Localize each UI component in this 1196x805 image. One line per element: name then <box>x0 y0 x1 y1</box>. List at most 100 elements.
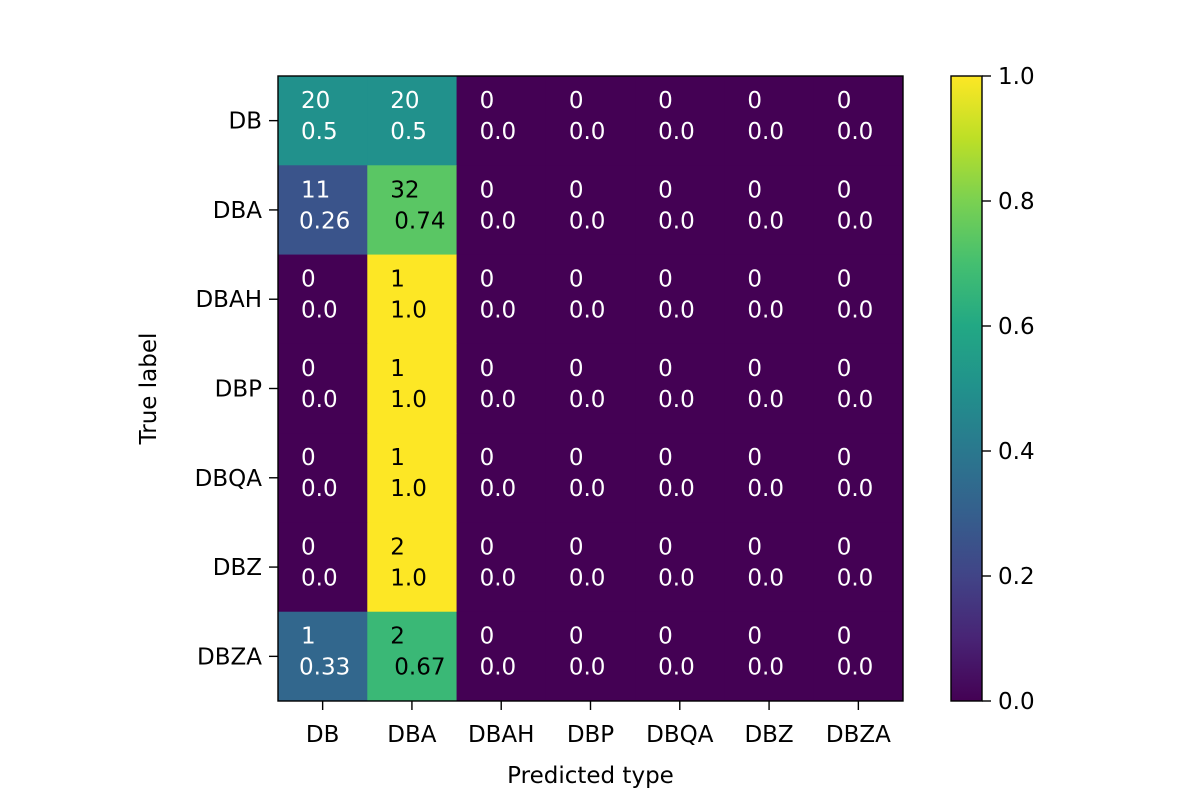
cell-count-DBZ-DBZ: 0 <box>747 534 762 560</box>
heatmap-cell-DBZ-DBQA <box>635 522 725 613</box>
cell-count-DBAH-DBP: 0 <box>569 267 584 293</box>
cell-count-DB-DBQA: 0 <box>658 88 673 114</box>
y-tick-label-DBAH: DBAH <box>195 287 262 313</box>
cell-count-DBZA-DBAH: 0 <box>480 624 495 650</box>
cell-ratio-DBA-DBQA: 0.0 <box>658 208 695 234</box>
cell-ratio-DBQA-DBP: 0.0 <box>569 476 606 502</box>
cell-count-DBQA-DBA: 1 <box>390 445 405 471</box>
cell-count-DBP-DBQA: 0 <box>658 356 673 382</box>
colorbar-tick-label-0.6: 0.6 <box>998 314 1035 340</box>
cell-ratio-DBZ-DB: 0.0 <box>301 565 338 591</box>
heatmap-cell-DBZ-DBAH <box>456 522 547 613</box>
cell-count-DBP-DBA: 1 <box>390 356 405 382</box>
y-tick-label-DBA: DBA <box>213 198 262 224</box>
y-tick-label-DBQA: DBQA <box>195 466 263 492</box>
cell-count-DBAH-DBAH: 0 <box>480 267 495 293</box>
cell-ratio-DBZ-DBAH: 0.0 <box>480 565 517 591</box>
cell-count-DBZ-DBAH: 0 <box>480 534 495 560</box>
y-tick-label-DBZA: DBZA <box>197 644 262 670</box>
cell-count-DBP-DB: 0 <box>301 356 316 382</box>
heatmap-cell-DBAH-DBA <box>367 254 458 345</box>
cell-ratio-DBAH-DBZ: 0.0 <box>747 298 784 324</box>
cell-ratio-DBAH-DBA: 1.0 <box>390 298 427 324</box>
cell-ratio-DBAH-DB: 0.0 <box>301 298 338 324</box>
heatmap-cell-DBQA-DBA <box>367 433 458 523</box>
heatmap-cell-DB-DBZA <box>813 76 904 166</box>
heatmap-cell-DBA-DBZA <box>813 165 904 256</box>
heatmap-cell-DBAH-DB <box>278 254 368 345</box>
cell-ratio-DBA-DBAH: 0.0 <box>480 208 517 234</box>
cell-count-DBQA-DBP: 0 <box>569 445 584 471</box>
cell-ratio-DBZA-DB: 0.33 <box>299 655 350 681</box>
heatmap-cell-DBA-DBA <box>367 165 458 256</box>
heatmap-cell-DBZA-DB <box>278 611 368 702</box>
cell-ratio-DB-DBZA: 0.0 <box>837 119 874 145</box>
colorbar-tick-label-0.0: 0.0 <box>998 689 1035 715</box>
heatmap-cell-DBQA-DBAH <box>456 433 547 523</box>
cell-ratio-DBAH-DBAH: 0.0 <box>480 298 517 324</box>
cell-ratio-DBQA-DBZ: 0.0 <box>747 476 784 502</box>
heatmap-cell-DBZA-DBQA <box>635 611 725 702</box>
cell-ratio-DBZA-DBZA: 0.0 <box>837 655 874 681</box>
colorbar-tick-label-1.0: 1.0 <box>998 64 1035 90</box>
cell-ratio-DBA-DBP: 0.0 <box>569 208 606 234</box>
x-tick-label-DBZA: DBZA <box>826 722 891 748</box>
cell-ratio-DBQA-DBZA: 0.0 <box>837 476 874 502</box>
heatmap-cell-DBZA-DBZA <box>813 611 904 702</box>
heatmap-cell-DBP-DBZ <box>724 343 815 434</box>
cell-count-DB-DBZA: 0 <box>837 88 852 114</box>
cell-count-DBQA-DB: 0 <box>301 445 316 471</box>
cell-ratio-DB-DBP: 0.0 <box>569 119 606 145</box>
cell-ratio-DBP-DB: 0.0 <box>301 387 338 413</box>
cell-ratio-DB-DBA: 0.5 <box>390 119 427 145</box>
heatmap-cell-DBQA-DBZ <box>724 433 815 523</box>
heatmap-cells <box>278 76 904 702</box>
heatmap-cell-DBAH-DBZ <box>724 254 815 345</box>
heatmap-cell-DBZA-DBA <box>367 611 458 702</box>
cell-count-DBP-DBZA: 0 <box>837 356 852 382</box>
cell-count-DB-DBZ: 0 <box>747 88 762 114</box>
cell-ratio-DBZA-DBZ: 0.0 <box>747 655 784 681</box>
heatmap-cell-DBQA-DBP <box>545 433 636 523</box>
heatmap-cell-DBZ-DBA <box>367 522 458 613</box>
cell-ratio-DBQA-DBA: 1.0 <box>390 476 427 502</box>
colorbar-gradient <box>951 76 982 701</box>
colorbar-tick-label-0.2: 0.2 <box>998 564 1035 590</box>
heatmap-cell-DBZ-DBZA <box>813 522 904 613</box>
x-tick-label-DBQA: DBQA <box>646 722 714 748</box>
heatmap-cell-DB-DBAH <box>456 76 547 166</box>
cell-ratio-DBP-DBP: 0.0 <box>569 387 606 413</box>
cell-count-DBQA-DBZA: 0 <box>837 445 852 471</box>
cell-ratio-DBZ-DBP: 0.0 <box>569 565 606 591</box>
cell-ratio-DBAH-DBP: 0.0 <box>569 298 606 324</box>
colorbar-tick-label-0.4: 0.4 <box>998 439 1035 465</box>
cell-ratio-DBZA-DBA: 0.67 <box>394 655 445 681</box>
cell-count-DBP-DBAH: 0 <box>480 356 495 382</box>
heatmap-cell-DBA-DBP <box>545 165 636 256</box>
cell-count-DBQA-DBZ: 0 <box>747 445 762 471</box>
cell-count-DBAH-DBQA: 0 <box>658 267 673 293</box>
x-tick-label-DBP: DBP <box>567 722 614 748</box>
heatmap-cell-DBZA-DBP <box>545 611 636 702</box>
y-tick-label-DB: DB <box>229 109 263 135</box>
cell-ratio-DBZA-DBP: 0.0 <box>569 655 606 681</box>
heatmap-cell-DBP-DBP <box>545 343 636 434</box>
axes: DB DBA DBAH DBP DBQA DBZ DBZA DB DBA DBAH DBP DBQA D… <box>195 75 904 748</box>
cell-count-DBZ-DBP: 0 <box>569 534 584 560</box>
heatmap-cell-DBZA-DBAH <box>456 611 547 702</box>
heatmap-cell-DBP-DBZA <box>813 343 904 434</box>
colorbar-frame <box>950 75 983 702</box>
heatmap-cell-DBAH-DBP <box>545 254 636 345</box>
cell-count-DBZ-DBQA: 0 <box>658 534 673 560</box>
y-axis-label: True label <box>136 333 162 446</box>
heatmap-cell-DB-DBP <box>545 76 636 166</box>
heatmap-cell-DBA-DBAH <box>456 165 547 256</box>
heatmap-cell-DBQA-DBZA <box>813 433 904 523</box>
cell-ratio-DBP-DBZ: 0.0 <box>747 387 784 413</box>
x-tick-label-DBZ: DBZ <box>744 722 793 748</box>
heatmap-cell-DBA-DBZ <box>724 165 815 256</box>
heatmap-cell-DBAH-DBQA <box>635 254 725 345</box>
heatmap-cell-DBAH-DBZA <box>813 254 904 345</box>
heatmap-cell-DB-DBZ <box>724 76 815 166</box>
